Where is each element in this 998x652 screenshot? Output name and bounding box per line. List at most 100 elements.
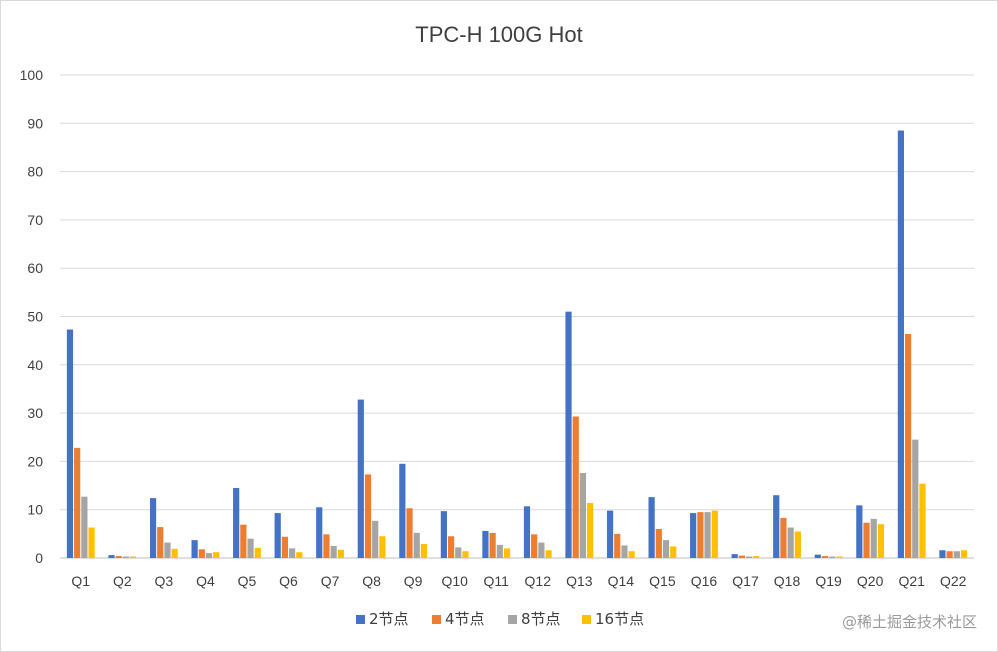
bar-q18-series-4	[794, 531, 801, 558]
x-tick-label: Q4	[196, 573, 215, 589]
bar-q10-series-2	[447, 536, 455, 558]
bar-q7-series-1	[316, 507, 323, 558]
bar-q8-series-3	[372, 520, 379, 558]
x-tick-label: Q21	[898, 573, 925, 589]
y-tick-label: 60	[27, 260, 43, 276]
bar-q22-series-1	[939, 550, 946, 558]
y-tick-label: 80	[27, 164, 43, 180]
bar-q9-series-3	[413, 532, 420, 558]
bar-q16-series-1	[690, 513, 697, 558]
bar-q19-series-1	[814, 554, 821, 558]
bar-q13-series-3	[579, 472, 587, 558]
y-tick-label: 30	[27, 405, 43, 421]
bar-q18-series-2	[780, 517, 787, 558]
bar-q15-series-2	[655, 529, 662, 558]
x-tick-label: Q5	[238, 573, 257, 589]
y-tick-label: 10	[27, 502, 43, 518]
bar-q11-series-2	[489, 532, 496, 558]
bar-q1-series-4	[88, 527, 95, 558]
x-tick-label: Q2	[113, 573, 132, 589]
bar-q17-series-3	[746, 556, 753, 558]
bar-q10-series-1	[440, 511, 447, 558]
bar-q14-series-3	[621, 545, 628, 558]
bar-q12-series-4	[545, 550, 552, 558]
bar-q3-series-2	[157, 527, 164, 558]
y-tick-label: 50	[27, 309, 43, 325]
x-tick-label: Q11	[484, 573, 510, 589]
bar-q10-series-4	[462, 551, 469, 558]
x-tick-label: Q22	[940, 573, 967, 589]
bar-q21-series-4	[919, 483, 926, 558]
bar-q3-series-3	[164, 542, 171, 558]
x-tick-label: Q17	[732, 573, 759, 589]
legend: 2节点 4节点 8节点 16节点	[356, 610, 644, 628]
bar-q19-series-3	[829, 556, 836, 558]
bar-q6-series-4	[296, 552, 303, 558]
bar-q22-series-2	[946, 551, 953, 558]
bar-q9-series-4	[420, 543, 428, 558]
bar-q19-series-4	[836, 556, 843, 558]
bar-q20-series-2	[863, 522, 870, 558]
bar-q8-series-2	[364, 474, 372, 558]
bar-q15-series-4	[670, 546, 677, 558]
bar-q18-series-3	[787, 527, 794, 558]
bar-q22-series-3	[953, 551, 960, 558]
bar-q13-series-1	[565, 311, 572, 558]
bar-q7-series-3	[330, 545, 337, 558]
bar-q3-series-4	[171, 548, 178, 558]
bar-q5-series-1	[233, 487, 240, 558]
x-tick-label: Q19	[815, 573, 842, 589]
bars	[66, 130, 968, 559]
x-tick-label: Q16	[691, 573, 718, 589]
bar-q4-series-1	[191, 540, 198, 558]
bar-q4-series-2	[198, 549, 205, 558]
bar-q1-series-1	[66, 329, 74, 558]
bar-q8-series-1	[357, 399, 364, 558]
bar-q7-series-2	[323, 534, 330, 558]
x-tick-label: Q10	[441, 573, 468, 589]
bar-q12-series-1	[523, 506, 531, 558]
bar-q5-series-2	[240, 524, 247, 558]
y-axis-ticks: 0 10 20 30 40 50 60 70 80 90 100	[20, 67, 44, 566]
y-tick-label: 0	[35, 550, 43, 566]
bar-q5-series-3	[247, 538, 254, 558]
y-tick-label: 20	[27, 453, 43, 469]
legend-label: 8节点	[521, 610, 561, 628]
bar-q16-series-3	[704, 512, 711, 558]
bar-q15-series-1	[648, 497, 655, 558]
bar-q2-series-4	[130, 556, 137, 558]
legend-swatch	[432, 615, 441, 624]
bar-q1-series-3	[81, 496, 88, 558]
bar-q17-series-4	[753, 556, 760, 558]
bar-q6-series-1	[274, 513, 281, 558]
x-tick-label: Q8	[362, 573, 381, 589]
bar-q11-series-3	[496, 544, 503, 558]
bar-q5-series-4	[254, 547, 261, 558]
legend-label: 4节点	[445, 610, 485, 628]
bar-q11-series-4	[503, 548, 511, 558]
watermark: @稀土掘金技术社区	[842, 613, 977, 631]
legend-swatch	[582, 615, 591, 624]
legend-swatch	[508, 615, 517, 624]
bar-q17-series-2	[738, 555, 745, 558]
bar-q11-series-1	[482, 530, 489, 558]
bar-q21-series-3	[912, 439, 919, 558]
x-tick-label: Q7	[321, 573, 340, 589]
bar-q3-series-1	[149, 498, 157, 558]
bar-q20-series-1	[856, 505, 863, 558]
bar-q20-series-3	[870, 518, 877, 558]
bar-q12-series-2	[531, 534, 538, 558]
x-axis-ticks: Q1 Q2 Q3 Q4 Q5 Q6 Q7 Q8 Q9 Q10 Q11 Q12 Q13 Q14 Q15 Q16 Q…	[71, 573, 966, 589]
x-tick-label: Q9	[404, 573, 423, 589]
bar-q2-series-2	[115, 556, 122, 558]
bar-q21-series-2	[904, 333, 912, 558]
bar-q8-series-4	[379, 536, 386, 558]
legend-swatch	[356, 615, 365, 624]
bar-q14-series-4	[628, 551, 635, 558]
y-tick-label: 70	[27, 212, 43, 228]
bar-q14-series-2	[614, 533, 621, 558]
gridlines	[60, 74, 974, 559]
bar-q16-series-2	[697, 512, 704, 558]
y-tick-label: 100	[20, 67, 44, 83]
